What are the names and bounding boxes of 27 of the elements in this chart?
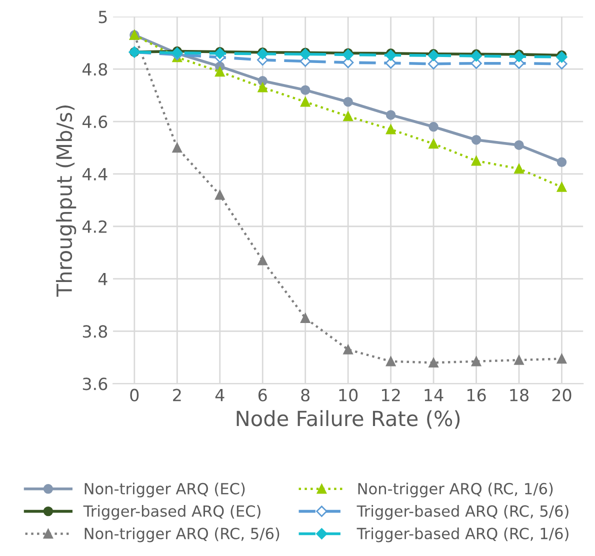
y-axis-title: Throughput (Mb/s) [56,105,76,297]
x-tick-label: 4 [215,389,224,402]
legend-label: Trigger-based ARQ (RC, 5/6) [356,505,568,520]
x-tick-label: 18 [510,388,528,402]
y-tick-label: 4.2 [82,220,107,233]
legend-label: Trigger-based ARQ (EC) [83,505,260,520]
y-tick-label: 3.8 [82,325,108,338]
y-tick-label: 4.6 [82,115,108,128]
legend-label: Non-trigger ARQ (EC) [84,482,245,498]
legend-label: Trigger-based ARQ (RC, 1/6) [356,527,568,542]
x-tick-label: 14 [424,389,444,402]
x-axis-title: Node Failure Rate (%) [236,410,460,429]
x-tick-label: 16 [467,388,486,402]
y-tick-label: 4.4 [82,168,108,180]
x-tick-label: 12 [382,388,400,402]
y-tick-label: 5 [98,10,107,24]
x-tick-label: 10 [339,388,358,402]
legend-label: Non-trigger ARQ (RC, 1/6) [358,482,553,498]
y-tick-label: 3.6 [82,378,108,390]
x-tick-label: 2 [173,388,181,402]
y-tick-label: 4.8 [82,63,108,76]
legend-label: Non-trigger ARQ (RC, 5/6) [84,527,280,542]
y-tick-label: 4 [98,272,108,286]
x-tick-label: 20 [552,388,572,402]
x-tick-label: 6 [258,388,267,402]
x-tick-label: 8 [301,388,310,402]
x-tick-label: 0 [130,388,139,402]
